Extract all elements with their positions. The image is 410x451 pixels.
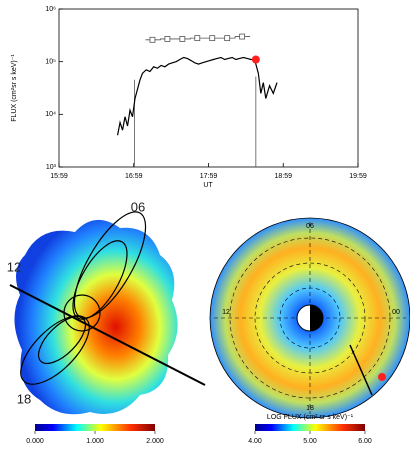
polar-grid [214,222,406,414]
square-marker [209,35,216,42]
x-tick-label: 17:59 [200,173,218,180]
ellipses [9,211,206,386]
flux-image [14,219,178,415]
y-tick-label: 10³ [46,164,57,171]
position-marker [378,373,386,381]
mlt-label: 12 [222,309,230,316]
colorbar-tick-label: 6.00 [358,438,372,445]
position-marker [251,55,260,64]
mlt-label: 18 [17,391,31,406]
x-tick-label: 19:59 [349,173,367,180]
colorbar-tick-label: 4.00 [248,438,262,445]
mlt-label: 06 [306,223,314,230]
mlt-label: 12 [7,259,21,274]
y-tick-label: 10⁶ [45,6,56,13]
square-marker [224,35,231,42]
mlt-label: 18 [306,405,314,412]
square-marker [239,33,246,40]
track [349,344,373,396]
x-tick-label: 18:59 [274,173,292,180]
plot-frame [58,8,359,168]
mlt-label: 00 [392,309,400,316]
colorbar [35,424,155,431]
y-axis-label: FLUX (cm²sr s keV)⁻¹ [11,54,18,122]
colorbar [255,424,365,431]
square-marker [179,36,186,42]
colorbar-tick-label: 5.00 [303,438,317,445]
y-tick-label: 10⁴ [45,111,56,118]
colorbar-tick-label: 2.000 [146,438,164,445]
colorbar-tick-label: 0.000 [26,438,44,445]
mlt-label: 06 [131,199,145,214]
x-axis-label: UT [203,182,213,189]
earth-night [310,305,323,331]
colorbar-tick-label: 1.000 [86,438,104,445]
square-marker [194,35,201,42]
x-tick-label: 15:59 [50,173,68,180]
flux-line [116,56,278,136]
x-tick-label: 16:59 [125,173,143,180]
step-line [145,36,251,41]
square-marker [164,36,171,42]
colorbar-title: LOG FLUX (cm² sr s keV)⁻¹ [267,414,354,421]
square-marker [149,36,156,43]
y-tick-label: 10⁵ [45,59,56,66]
